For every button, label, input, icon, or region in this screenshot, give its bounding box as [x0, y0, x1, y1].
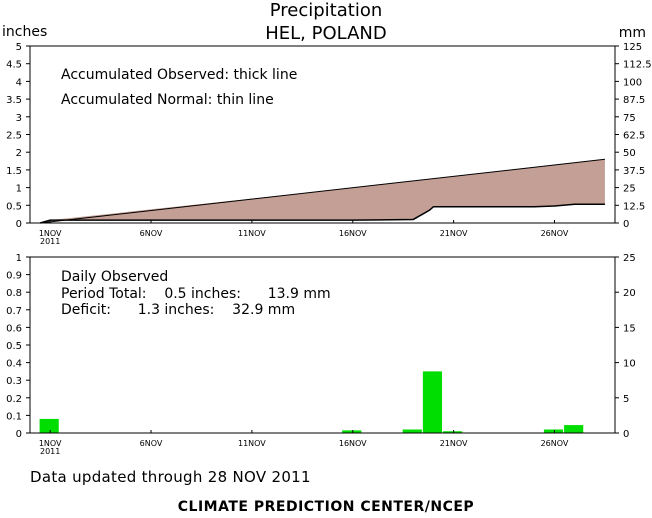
- y-tick-label-inches: 0: [16, 429, 22, 440]
- daily-bar: [402, 429, 422, 433]
- x-tick-label: 16NOV: [339, 229, 367, 238]
- y-tick-label-mm: 100: [623, 77, 642, 88]
- x-tick-label: 26NOV: [541, 439, 569, 448]
- y-tick-label-inches: 1.5: [6, 166, 22, 177]
- y-tick-label-mm: 15: [623, 323, 636, 334]
- chart-title: Precipitation: [269, 0, 383, 21]
- source-credit: CLIMATE PREDICTION CENTER/NCEP: [177, 499, 475, 515]
- y-tick-label-inches: 2.5: [6, 131, 22, 142]
- x-tick-label: 26NOV: [541, 229, 569, 238]
- x-tick-label: 21NOV: [440, 439, 468, 448]
- y-tick-label-mm: 25: [623, 253, 636, 264]
- daily-bar: [543, 429, 564, 433]
- daily-bar: [422, 371, 443, 433]
- daily-bar: [564, 425, 584, 433]
- daily-summary-note: Daily Observed: [61, 269, 168, 285]
- daily-summary-note: Period Total: 0.5 inches: 13.9 mm: [61, 286, 331, 302]
- y-tick-label-mm: 75: [623, 113, 636, 124]
- x-tick-label: 6NOV: [140, 439, 163, 448]
- y-tick-label-inches: 0.7: [6, 306, 22, 317]
- x-tick-label: 1NOV: [39, 229, 62, 238]
- y-tick-label-mm: 25: [623, 184, 636, 195]
- observed-line: [39, 203, 605, 224]
- accumulated-legend-note: Accumulated Normal: thin line: [61, 92, 274, 108]
- y-tick-label-inches: 0.8: [6, 288, 22, 299]
- x-tick-label: 11NOV: [238, 229, 266, 238]
- y-tick-label-inches: 0.5: [6, 201, 22, 212]
- y-tick-label-inches: 0.5: [6, 341, 22, 352]
- daily-summary-note: Deficit: 1.3 inches: 32.9 mm: [61, 302, 295, 318]
- x-tick-label: 21NOV: [440, 229, 468, 238]
- x-tick-label: 11NOV: [238, 439, 266, 448]
- y-tick-label-mm: 12.5: [623, 201, 645, 212]
- y-tick-label-mm: 20: [623, 288, 636, 299]
- y-tick-label-mm: 50: [623, 148, 636, 159]
- y-tick-label-inches: 1: [16, 253, 22, 264]
- daily-bar: [342, 430, 362, 433]
- y-tick-label-inches: 4: [16, 77, 22, 88]
- y-tick-label-inches: 4.5: [6, 60, 22, 71]
- y-tick-label-inches: 0.6: [6, 323, 22, 334]
- y-tick-label-inches: 0.3: [6, 376, 22, 387]
- y-tick-label-mm: 0: [623, 219, 629, 230]
- y-tick-label-inches: 3: [16, 113, 22, 124]
- x-tick-label: 16NOV: [339, 439, 367, 448]
- daily-bar: [443, 431, 463, 433]
- unit-label-inches: inches: [2, 24, 48, 40]
- normal-line: [40, 158, 605, 224]
- x-tick-year: 2011: [40, 447, 60, 456]
- unit-label-mm: mm: [618, 25, 646, 41]
- y-tick-label-mm: 5: [623, 394, 629, 405]
- y-tick-label-inches: 2: [16, 148, 22, 159]
- y-tick-label-inches: 0: [16, 219, 22, 230]
- y-tick-label-inches: 0.2: [6, 394, 22, 405]
- y-tick-label-inches: 1: [16, 184, 22, 195]
- y-tick-label-inches: 5: [16, 42, 22, 53]
- chart-subtitle: HEL, POLAND: [265, 23, 387, 44]
- x-tick-label: 6NOV: [140, 229, 163, 238]
- y-tick-label-mm: 62.5: [623, 131, 645, 142]
- x-tick-label: 1NOV: [39, 439, 62, 448]
- y-tick-label-inches: 0.1: [6, 411, 22, 422]
- accumulated-legend-note: Accumulated Observed: thick line: [61, 67, 297, 83]
- y-tick-label-mm: 0: [623, 429, 629, 440]
- data-updated-note: Data updated through 28 NOV 2011: [30, 468, 311, 486]
- y-tick-label-mm: 112.5: [623, 60, 652, 71]
- y-tick-label-mm: 37.5: [623, 166, 645, 177]
- y-tick-label-mm: 10: [623, 359, 636, 370]
- y-tick-label-inches: 0.9: [6, 271, 22, 282]
- y-tick-label-inches: 0.4: [6, 359, 22, 370]
- y-tick-label-mm: 125: [623, 42, 642, 53]
- daily-bar: [39, 418, 59, 433]
- y-tick-label-mm: 87.5: [623, 95, 645, 106]
- x-tick-year: 2011: [40, 237, 60, 246]
- y-tick-label-inches: 3.5: [6, 95, 22, 106]
